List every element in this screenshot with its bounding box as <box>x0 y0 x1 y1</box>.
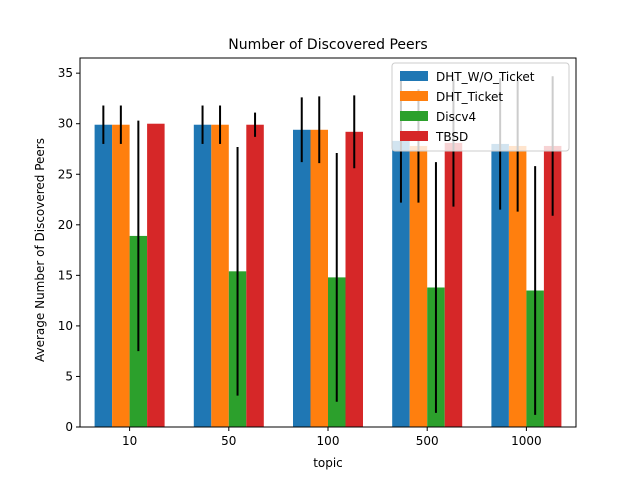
bar-dht-ticket-50 <box>211 124 229 427</box>
y-tick-label: 15 <box>58 268 73 282</box>
bar-dht-ticket-100 <box>310 129 328 427</box>
x-axis-label: topic <box>313 456 343 470</box>
plot-area: 0 5 10 15 20 25 30 35 10 50 100 500 1000 <box>58 57 577 448</box>
legend-swatch <box>400 71 428 81</box>
legend-label: DHT_Ticket <box>436 90 503 104</box>
bar-dht-w-o-ticket-500 <box>392 140 410 428</box>
bar-dht-w-o-ticket-10 <box>94 124 113 427</box>
y-tick-label: 0 <box>65 420 73 434</box>
y-tick-label: 35 <box>58 66 73 80</box>
x-tick-label: 50 <box>221 434 236 448</box>
bar-dht-ticket-500 <box>409 145 428 427</box>
x-tick-label: 100 <box>317 434 340 448</box>
legend-swatch <box>400 131 428 141</box>
y-tick-label: 20 <box>58 218 73 232</box>
bar-tbsd-100 <box>345 131 363 428</box>
legend-swatch <box>400 91 428 101</box>
legend-swatch <box>400 111 428 121</box>
y-tick-label: 30 <box>58 117 73 131</box>
bar-dht-ticket-10 <box>112 124 130 427</box>
x-tick-label: 500 <box>416 434 439 448</box>
bar-dht-w-o-ticket-50 <box>193 124 212 427</box>
legend: DHT_W/O_Ticket DHT_Ticket Discv4 TBSD <box>391 62 570 152</box>
legend-label: DHT_W/O_Ticket <box>436 70 535 84</box>
bar-tbsd-50 <box>246 124 264 427</box>
legend-label: TBSD <box>435 130 468 144</box>
chart-title: Number of Discovered Peers <box>228 37 427 53</box>
bar-dht-ticket-1000 <box>508 145 527 427</box>
y-tick-label: 25 <box>58 167 73 181</box>
y-tick-label: 5 <box>65 369 73 383</box>
bar-tbsd-500 <box>444 142 463 428</box>
bar-dht-w-o-ticket-100 <box>293 129 311 427</box>
legend-box <box>391 62 570 152</box>
x-tick-label: 10 <box>122 434 137 448</box>
bar-dht-w-o-ticket-1000 <box>491 143 509 427</box>
y-axis-label: Average Number of Discovered Peers <box>33 138 47 362</box>
legend-label: Discv4 <box>436 110 476 124</box>
x-tick-label: 1000 <box>511 434 542 448</box>
bar-tbsd-10 <box>147 123 165 427</box>
bar-tbsd-1000 <box>543 145 562 427</box>
y-tick-label: 10 <box>58 319 73 333</box>
